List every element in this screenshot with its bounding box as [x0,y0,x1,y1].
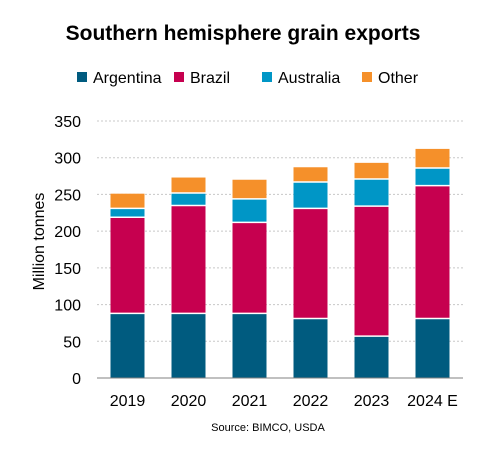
bars [110,148,450,378]
bar-other-3 [293,167,328,182]
bar-other-0 [110,193,145,209]
source-note: Source: BIMCO, USDA [211,422,325,434]
legend-swatch-brazil [174,72,184,82]
y-tick-label: 150 [54,261,81,278]
y-tick-label: 350 [54,114,81,131]
bar-australia-4 [354,179,389,207]
x-tick-label: 2021 [232,393,268,410]
legend-swatch-argentina [77,72,87,82]
y-tick-label: 250 [54,187,81,204]
bar-brazil-3 [293,208,328,319]
legend-label-brazil: Brazil [190,70,230,87]
y-axis-label: Million tonnes [31,193,48,291]
bar-argentina-2 [232,313,267,378]
bar-other-2 [232,179,267,199]
y-tick-label: 100 [54,298,81,315]
legend-label-australia: Australia [278,70,340,87]
bar-australia-0 [110,208,145,218]
bar-argentina-0 [110,313,145,378]
x-tick-label: 2020 [171,393,207,410]
x-tick-label: 2023 [354,393,390,410]
legend-label-argentina: Argentina [93,70,162,87]
y-tick-label: 0 [72,371,81,388]
y-tick-label: 50 [63,334,81,351]
legend: Argentina Brazil Australia Other [77,70,419,87]
y-tick-label: 300 [54,151,81,168]
bar-other-1 [171,177,206,193]
legend-label-other: Other [378,70,419,87]
chart-title: Southern hemisphere grain exports [66,22,421,45]
bar-australia-2 [232,198,267,223]
bar-brazil-0 [110,217,145,314]
bar-argentina-4 [354,336,389,378]
gridlines [97,120,463,342]
y-tick-label: 200 [54,224,81,241]
bar-brazil-2 [232,222,267,314]
bar-brazil-5 [415,185,450,319]
bar-australia-5 [415,167,450,186]
x-tick-label: 2019 [110,393,146,410]
bar-australia-3 [293,181,328,209]
bar-argentina-3 [293,318,328,378]
x-axis-ticks: 2019 2020 2021 2022 2023 2024 E [110,393,458,410]
bar-australia-1 [171,192,206,206]
bar-argentina-1 [171,313,206,378]
x-tick-label: 2024 E [407,393,458,410]
bar-other-4 [354,162,389,180]
legend-swatch-other [362,72,372,82]
x-tick-label: 2022 [293,393,329,410]
legend-swatch-australia [262,72,272,82]
y-axis-ticks: 0 50 100 150 200 250 300 350 [54,114,81,388]
bar-brazil-1 [171,205,206,314]
bar-other-5 [415,148,450,168]
bar-argentina-5 [415,318,450,378]
bar-brazil-4 [354,206,389,337]
